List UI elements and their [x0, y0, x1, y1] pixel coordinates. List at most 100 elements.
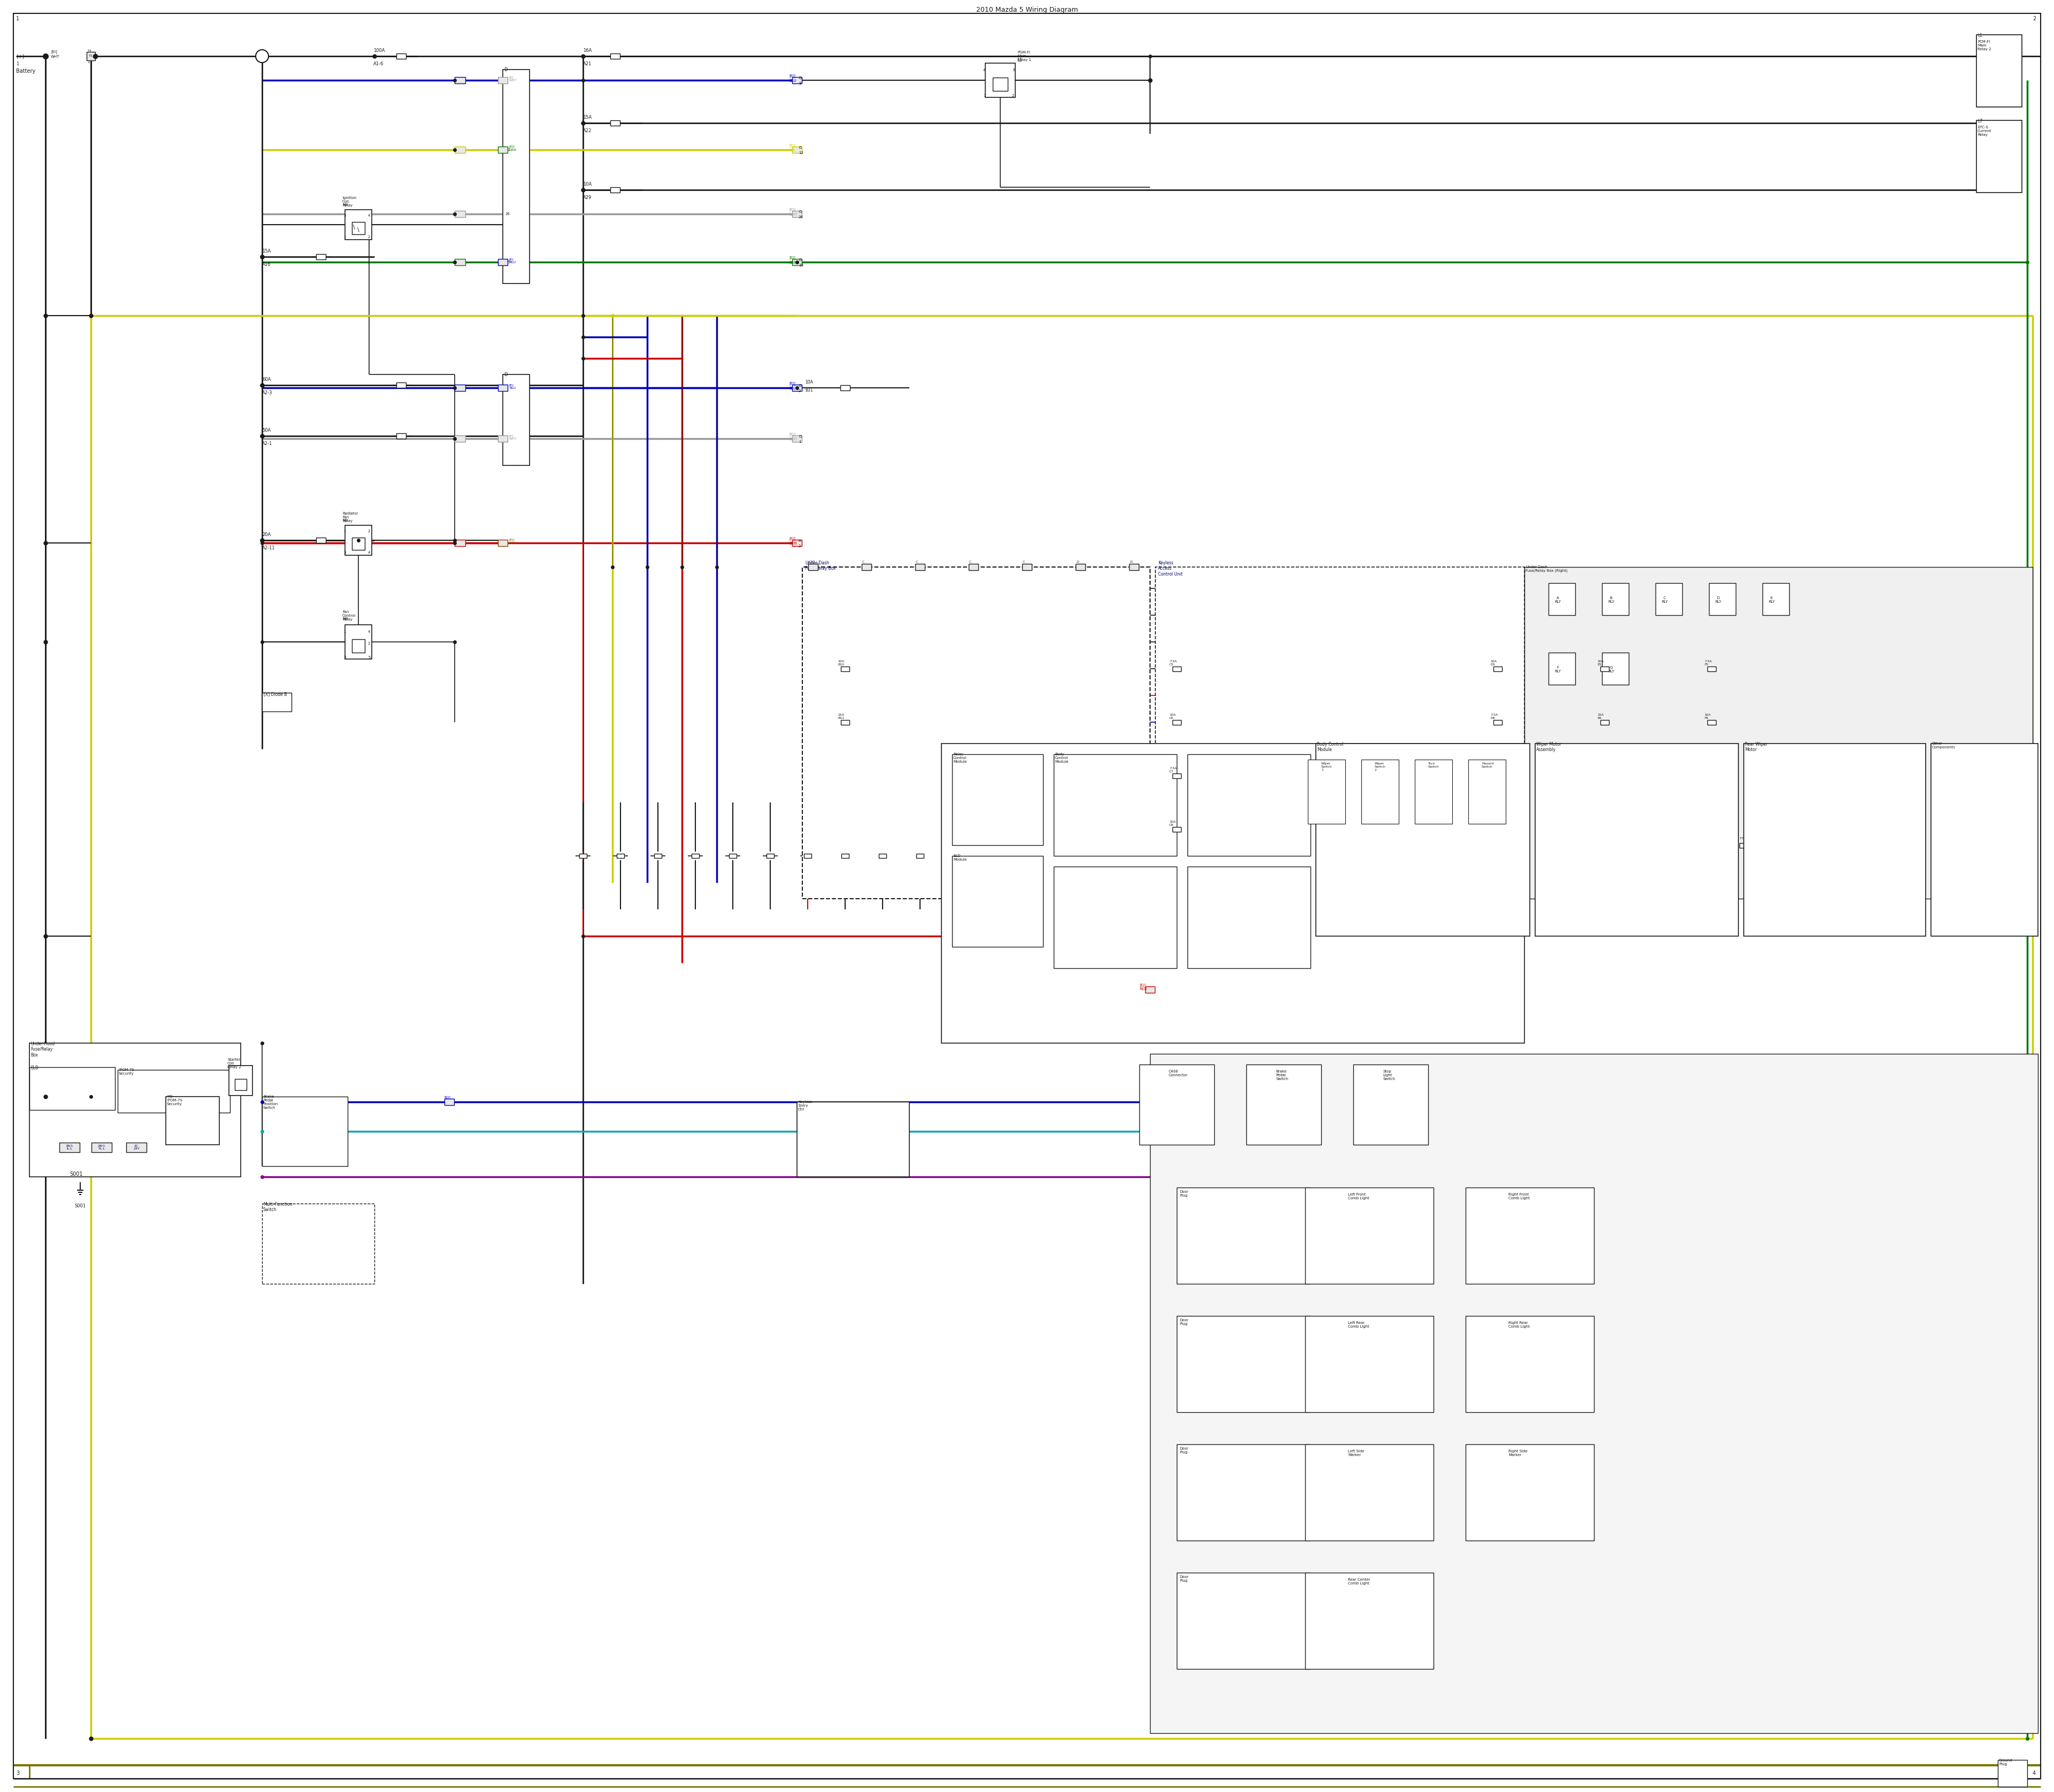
Text: IPOM-7S
Security: IPOM-7S Security: [119, 1068, 134, 1075]
Bar: [1469, 760, 1506, 824]
Text: C17: C17: [809, 561, 815, 563]
Bar: [1534, 744, 1738, 935]
Bar: [1900, 842, 1908, 848]
Bar: [793, 211, 801, 217]
Text: F7: F7: [1740, 837, 1744, 840]
Text: 2: 2: [799, 545, 801, 548]
Bar: [840, 720, 850, 724]
Text: [EJ]
GRN: [EJ] GRN: [509, 145, 518, 151]
Text: D
RLY: D RLY: [1715, 597, 1721, 604]
Text: 1: 1: [16, 16, 18, 22]
Bar: [1656, 582, 1682, 615]
Text: Left Front
Comb Light: Left Front Comb Light: [1347, 1193, 1370, 1201]
Bar: [1362, 760, 1399, 824]
Text: M8: M8: [343, 616, 347, 620]
Bar: [766, 853, 774, 858]
Text: BLU: BLU: [789, 387, 797, 391]
Text: 2: 2: [368, 530, 370, 532]
Text: D: D: [1076, 561, 1078, 563]
Text: PGM-FI
Main
Relay 1: PGM-FI Main Relay 1: [1017, 50, 1031, 61]
Text: Wiper
Switch
1: Wiper Switch 1: [1321, 762, 1333, 771]
Text: Rear Wiper
Motor: Rear Wiper Motor: [1744, 742, 1768, 753]
Text: F9: F9: [1803, 837, 1808, 840]
Bar: [316, 538, 327, 543]
Bar: [986, 63, 1015, 97]
Bar: [1146, 986, 1154, 993]
Text: Door
Plug: Door Plug: [1179, 1575, 1189, 1582]
Text: [EJ]: [EJ]: [789, 73, 795, 77]
Bar: [1740, 842, 1748, 848]
Text: M4: M4: [343, 202, 347, 206]
Bar: [916, 853, 924, 858]
Text: Fan
Control
Relay: Fan Control Relay: [343, 611, 355, 622]
Bar: [953, 857, 1043, 946]
Text: ELD: ELD: [31, 1066, 39, 1070]
Bar: [1976, 120, 2021, 192]
Text: 10A
D5: 10A D5: [1491, 659, 1497, 667]
Text: 3: 3: [343, 656, 345, 659]
Text: Turn
Switch: Turn Switch: [1428, 762, 1440, 769]
Bar: [1524, 566, 2033, 898]
Bar: [793, 539, 801, 547]
Text: [EJ]: [EJ]: [789, 143, 795, 147]
Text: 7.5A
D6: 7.5A D6: [1491, 713, 1497, 719]
Bar: [1610, 842, 1621, 848]
Bar: [1173, 826, 1181, 831]
Bar: [1177, 1315, 1310, 1412]
Text: D: D: [799, 435, 801, 437]
Text: 26: 26: [799, 215, 803, 219]
Text: Wiper
Switch
2: Wiper Switch 2: [1374, 762, 1386, 771]
Text: D: D: [799, 210, 801, 213]
Bar: [1076, 564, 1085, 570]
Text: Multi-Function
Switch: Multi-Function Switch: [263, 1202, 292, 1213]
Bar: [497, 147, 507, 152]
Text: 1: 1: [505, 437, 507, 441]
Bar: [1140, 1064, 1214, 1145]
Bar: [234, 1079, 246, 1090]
Bar: [1173, 667, 1181, 670]
Text: [E]
WHT: [E] WHT: [509, 434, 518, 441]
Text: 4: 4: [2033, 1770, 2036, 1776]
Text: F1: F1: [1547, 837, 1551, 840]
Text: M3
IPOM-7S
Security: M3 IPOM-7S Security: [166, 1095, 183, 1106]
Bar: [1867, 842, 1877, 848]
Bar: [842, 853, 848, 858]
Text: 4: 4: [368, 213, 370, 217]
Text: Ignition
Coil
Relay: Ignition Coil Relay: [343, 197, 357, 208]
Bar: [1493, 720, 1501, 724]
Bar: [916, 564, 924, 570]
Text: BLU: BLU: [789, 79, 797, 82]
Bar: [454, 147, 466, 152]
Text: 1: 1: [16, 61, 18, 66]
Text: 15A
B11: 15A B11: [838, 713, 844, 719]
Bar: [29, 1043, 240, 1177]
Bar: [29, 1068, 115, 1109]
Bar: [1547, 842, 1555, 848]
Text: 2: 2: [1013, 95, 1015, 97]
Text: Door
Plug: Door Plug: [1179, 1190, 1189, 1197]
Bar: [503, 70, 530, 283]
Text: C: C: [1023, 561, 1025, 563]
Text: 26: 26: [505, 213, 509, 215]
Text: 10A: 10A: [805, 380, 813, 385]
Text: G
RLY: G RLY: [1608, 667, 1614, 674]
Text: 2C
24Y: 2C 24Y: [134, 1145, 140, 1150]
Text: Brake
Pedal
Switch: Brake Pedal Switch: [1276, 1070, 1288, 1081]
Text: 1: 1: [984, 95, 986, 97]
Text: Ground
Plug: Ground Plug: [1999, 1758, 2013, 1765]
Bar: [497, 385, 507, 391]
Bar: [316, 254, 327, 260]
Text: [EJ]: [EJ]: [789, 536, 795, 539]
Text: 10A: 10A: [583, 181, 592, 186]
Text: GRN: GRN: [789, 262, 797, 263]
Text: 2: 2: [799, 389, 801, 392]
Text: A2-11: A2-11: [263, 545, 275, 550]
Text: Hazard
Switch: Hazard Switch: [1481, 762, 1493, 769]
Text: 7.5A
F5: 7.5A F5: [1705, 659, 1711, 667]
Bar: [125, 1143, 146, 1152]
Bar: [793, 147, 801, 152]
Bar: [941, 744, 1524, 1043]
Text: ELD
Module: ELD Module: [953, 855, 967, 862]
Text: C: C: [969, 561, 972, 563]
Text: A29: A29: [583, 195, 592, 201]
